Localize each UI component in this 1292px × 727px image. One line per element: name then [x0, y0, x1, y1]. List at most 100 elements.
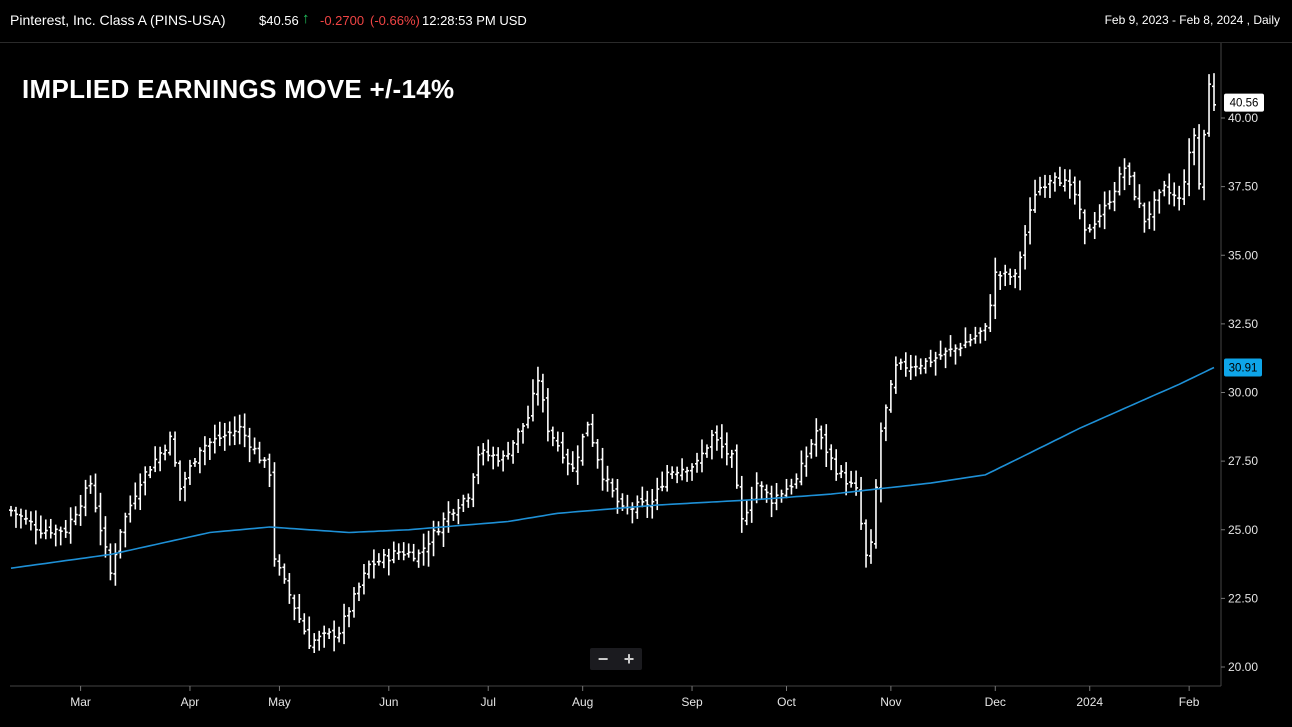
ohlc-bar: [471, 473, 476, 508]
ohlc-bar: [1107, 190, 1112, 210]
ohlc-bar: [272, 462, 277, 567]
ohlc-bar: [839, 465, 844, 479]
ohlc-bar: [1003, 264, 1008, 287]
ohlc-bar: [585, 421, 590, 437]
date-range[interactable]: Feb 9, 2023 - Feb 8, 2024 , Daily: [1104, 13, 1280, 27]
ohlc-bar: [888, 379, 893, 413]
ohlc-bar: [1177, 185, 1182, 211]
ohlc-bar: [446, 501, 451, 533]
ohlc-bar: [366, 560, 371, 579]
ohlc-bar: [1097, 204, 1102, 228]
ohlc-bar: [819, 425, 824, 450]
ohlc-bar: [118, 529, 123, 559]
ohlc-bar: [1117, 166, 1122, 196]
ohlc-bar: [123, 512, 128, 548]
ohlc-bar: [1092, 212, 1097, 240]
x-tick-label: May: [268, 695, 291, 709]
y-tick-label: 35.00: [1228, 248, 1258, 262]
ohlc-bar: [1157, 189, 1162, 214]
ohlc-bar: [88, 475, 93, 494]
ohlc-bar: [878, 422, 883, 503]
ohlc-bar: [247, 427, 252, 463]
ohlc-bar: [530, 379, 535, 422]
ohlc-bar: [391, 541, 396, 564]
ohlc-bar: [436, 521, 441, 536]
ohlc-bar: [352, 587, 357, 618]
ohlc-bar: [978, 327, 983, 344]
last-price: $40.56: [259, 13, 299, 28]
ohlc-bar: [650, 488, 655, 519]
ohlc-bar: [695, 452, 700, 473]
ohlc-bar: [48, 518, 53, 539]
ohlc-bar: [560, 432, 565, 464]
x-tick-label: Mar: [70, 695, 91, 709]
y-tick-label: 27.50: [1228, 454, 1258, 468]
ohlc-bar: [168, 431, 173, 456]
ohlc-bar: [197, 447, 202, 474]
x-tick-label: Nov: [880, 695, 901, 709]
ohlc-bar: [595, 438, 600, 469]
ohlc-bar: [143, 466, 148, 496]
ohlc-bar: [1033, 179, 1038, 213]
ohlc-bar: [953, 344, 958, 365]
ohlc-bar: [113, 543, 118, 586]
ohlc-bar: [138, 473, 143, 511]
ohlc-bar: [1023, 225, 1028, 270]
ohlc-bar: [590, 413, 595, 447]
ohlc-bar: [873, 479, 878, 549]
ohlc-bar: [729, 449, 734, 468]
ohlc-bar: [297, 594, 302, 623]
ohlc-bar: [610, 478, 615, 498]
ohlc-bar: [371, 549, 376, 579]
ohlc-bar: [993, 257, 998, 320]
zoom-in-button[interactable]: +: [623, 649, 635, 669]
ohlc-bar: [282, 563, 287, 584]
zoom-out-button[interactable]: −: [597, 649, 609, 669]
ohlc-bar: [78, 494, 83, 526]
ohlc-bar: [386, 548, 391, 576]
ohlc-bar: [361, 564, 366, 595]
ohlc-bar: [1172, 182, 1177, 207]
x-tick-label: Dec: [985, 695, 1006, 709]
ohlc-bar: [9, 505, 13, 517]
y-tick-label: 22.50: [1228, 591, 1258, 605]
ohlc-bar: [93, 473, 98, 513]
ohlc-bar: [963, 327, 968, 349]
ohlc-bar: [709, 429, 714, 460]
ohlc-bar: [918, 358, 923, 375]
ohlc-bar: [665, 464, 670, 492]
moving-average-line: [10, 366, 1215, 569]
ohlc-bar: [779, 489, 784, 503]
ohlc-bar: [540, 373, 545, 413]
ohlc-bar: [1112, 182, 1117, 212]
ohlc-bar: [928, 349, 933, 368]
ohlc-bar: [769, 485, 774, 518]
ohlc-bar: [704, 444, 709, 458]
ohlc-bar: [342, 603, 347, 645]
ohlc-bar: [242, 413, 247, 448]
ohlc-bar: [824, 424, 829, 467]
ohlc-bar: [347, 607, 352, 628]
ohlc-bar: [217, 421, 222, 447]
ohlc-bar: [943, 347, 948, 369]
ohlc-bar: [829, 444, 834, 471]
ohlc-bar: [232, 416, 237, 446]
ohlc-bar: [625, 494, 630, 515]
ohlc-bar: [1013, 269, 1018, 289]
price-change-percent: (-0.66%): [370, 13, 420, 28]
ohlc-bar: [605, 465, 610, 492]
ohlc-bar: [481, 443, 486, 466]
ohlc-bar: [1197, 124, 1202, 190]
ohlc-bar: [814, 418, 819, 457]
ohlc-bar: [381, 549, 386, 569]
ohlc-bar: [18, 508, 23, 529]
ohlc-bar: [988, 294, 993, 333]
ohlc-bar: [506, 441, 511, 460]
ohlc-bar: [257, 441, 262, 464]
ohlc-bar: [555, 431, 560, 452]
ohlc-bar: [1152, 191, 1157, 231]
ohlc-bar: [739, 475, 744, 533]
ohlc-bar: [1018, 251, 1023, 291]
ohlc-bar: [1077, 180, 1082, 220]
